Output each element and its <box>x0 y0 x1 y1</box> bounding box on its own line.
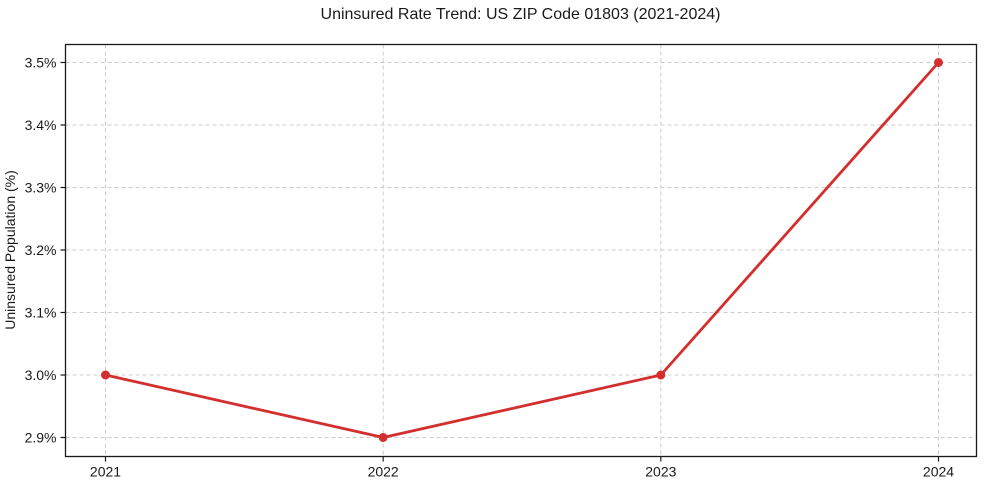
data-point <box>101 370 110 380</box>
y-tick-label: 3.4% <box>25 117 57 133</box>
x-tick-label: 2022 <box>368 464 399 480</box>
y-tick-label: 3.5% <box>25 55 57 71</box>
x-tick-label: 2021 <box>90 464 121 480</box>
x-tick-label: 2023 <box>645 464 676 480</box>
y-tick-label: 3.2% <box>25 242 57 258</box>
data-point <box>378 433 388 442</box>
y-tick-label: 2.9% <box>25 430 57 446</box>
y-tick-label: 3.3% <box>25 180 57 196</box>
trend-line <box>104 61 940 439</box>
plot-area: 2.9% 3.0% 3.1% 3.2% 3.3% 3.4% 3.5% 2021 2022 2023… <box>25 43 978 480</box>
y-tick-label: 3.1% <box>25 305 57 321</box>
y-axis-label: Uninsured Population (%) <box>2 170 18 330</box>
chart-title: Uninsured Rate Trend: US ZIP Code 01803 … <box>320 6 721 23</box>
data-point <box>656 370 666 380</box>
data-point <box>934 58 943 67</box>
y-tick-label: 3.0% <box>25 367 57 383</box>
x-tick-label: 2024 <box>923 464 954 480</box>
